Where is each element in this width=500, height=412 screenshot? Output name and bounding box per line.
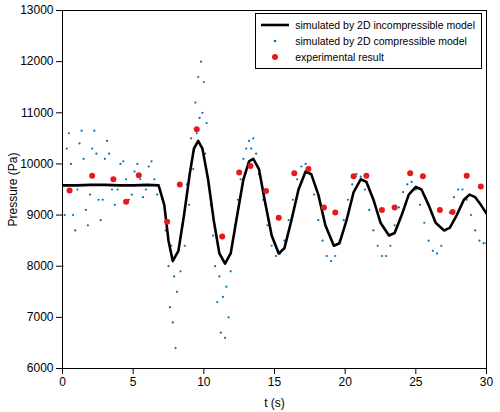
- svg-text:8000: 8000: [27, 259, 54, 273]
- svg-text:9000: 9000: [27, 208, 54, 222]
- html-text:simulated by 2D incompressible: simulated by 2D incompressible model: [295, 19, 475, 31]
- svg-text:7000: 7000: [27, 310, 54, 324]
- svg-text:5: 5: [130, 375, 137, 389]
- svg-text:t (s): t (s): [264, 396, 285, 410]
- svg-text:25: 25: [409, 375, 423, 389]
- svg-text:0: 0: [59, 375, 66, 389]
- svg-text:15: 15: [268, 375, 282, 389]
- svg-text:10: 10: [197, 375, 211, 389]
- svg-text:13000: 13000: [20, 3, 54, 17]
- html-text:experimental result: experimental result: [295, 51, 384, 63]
- svg-text:6000: 6000: [27, 361, 54, 375]
- svg-text:12000: 12000: [20, 54, 54, 68]
- svg-text:Pressure (Pa): Pressure (Pa): [6, 152, 20, 226]
- svg-text:10000: 10000: [20, 157, 54, 171]
- svg-text:11000: 11000: [21, 106, 54, 120]
- svg-text:30: 30: [480, 375, 494, 389]
- html-text:simulated by 2D compressible m: simulated by 2D compressible model: [295, 35, 467, 47]
- svg-text:20: 20: [338, 375, 352, 389]
